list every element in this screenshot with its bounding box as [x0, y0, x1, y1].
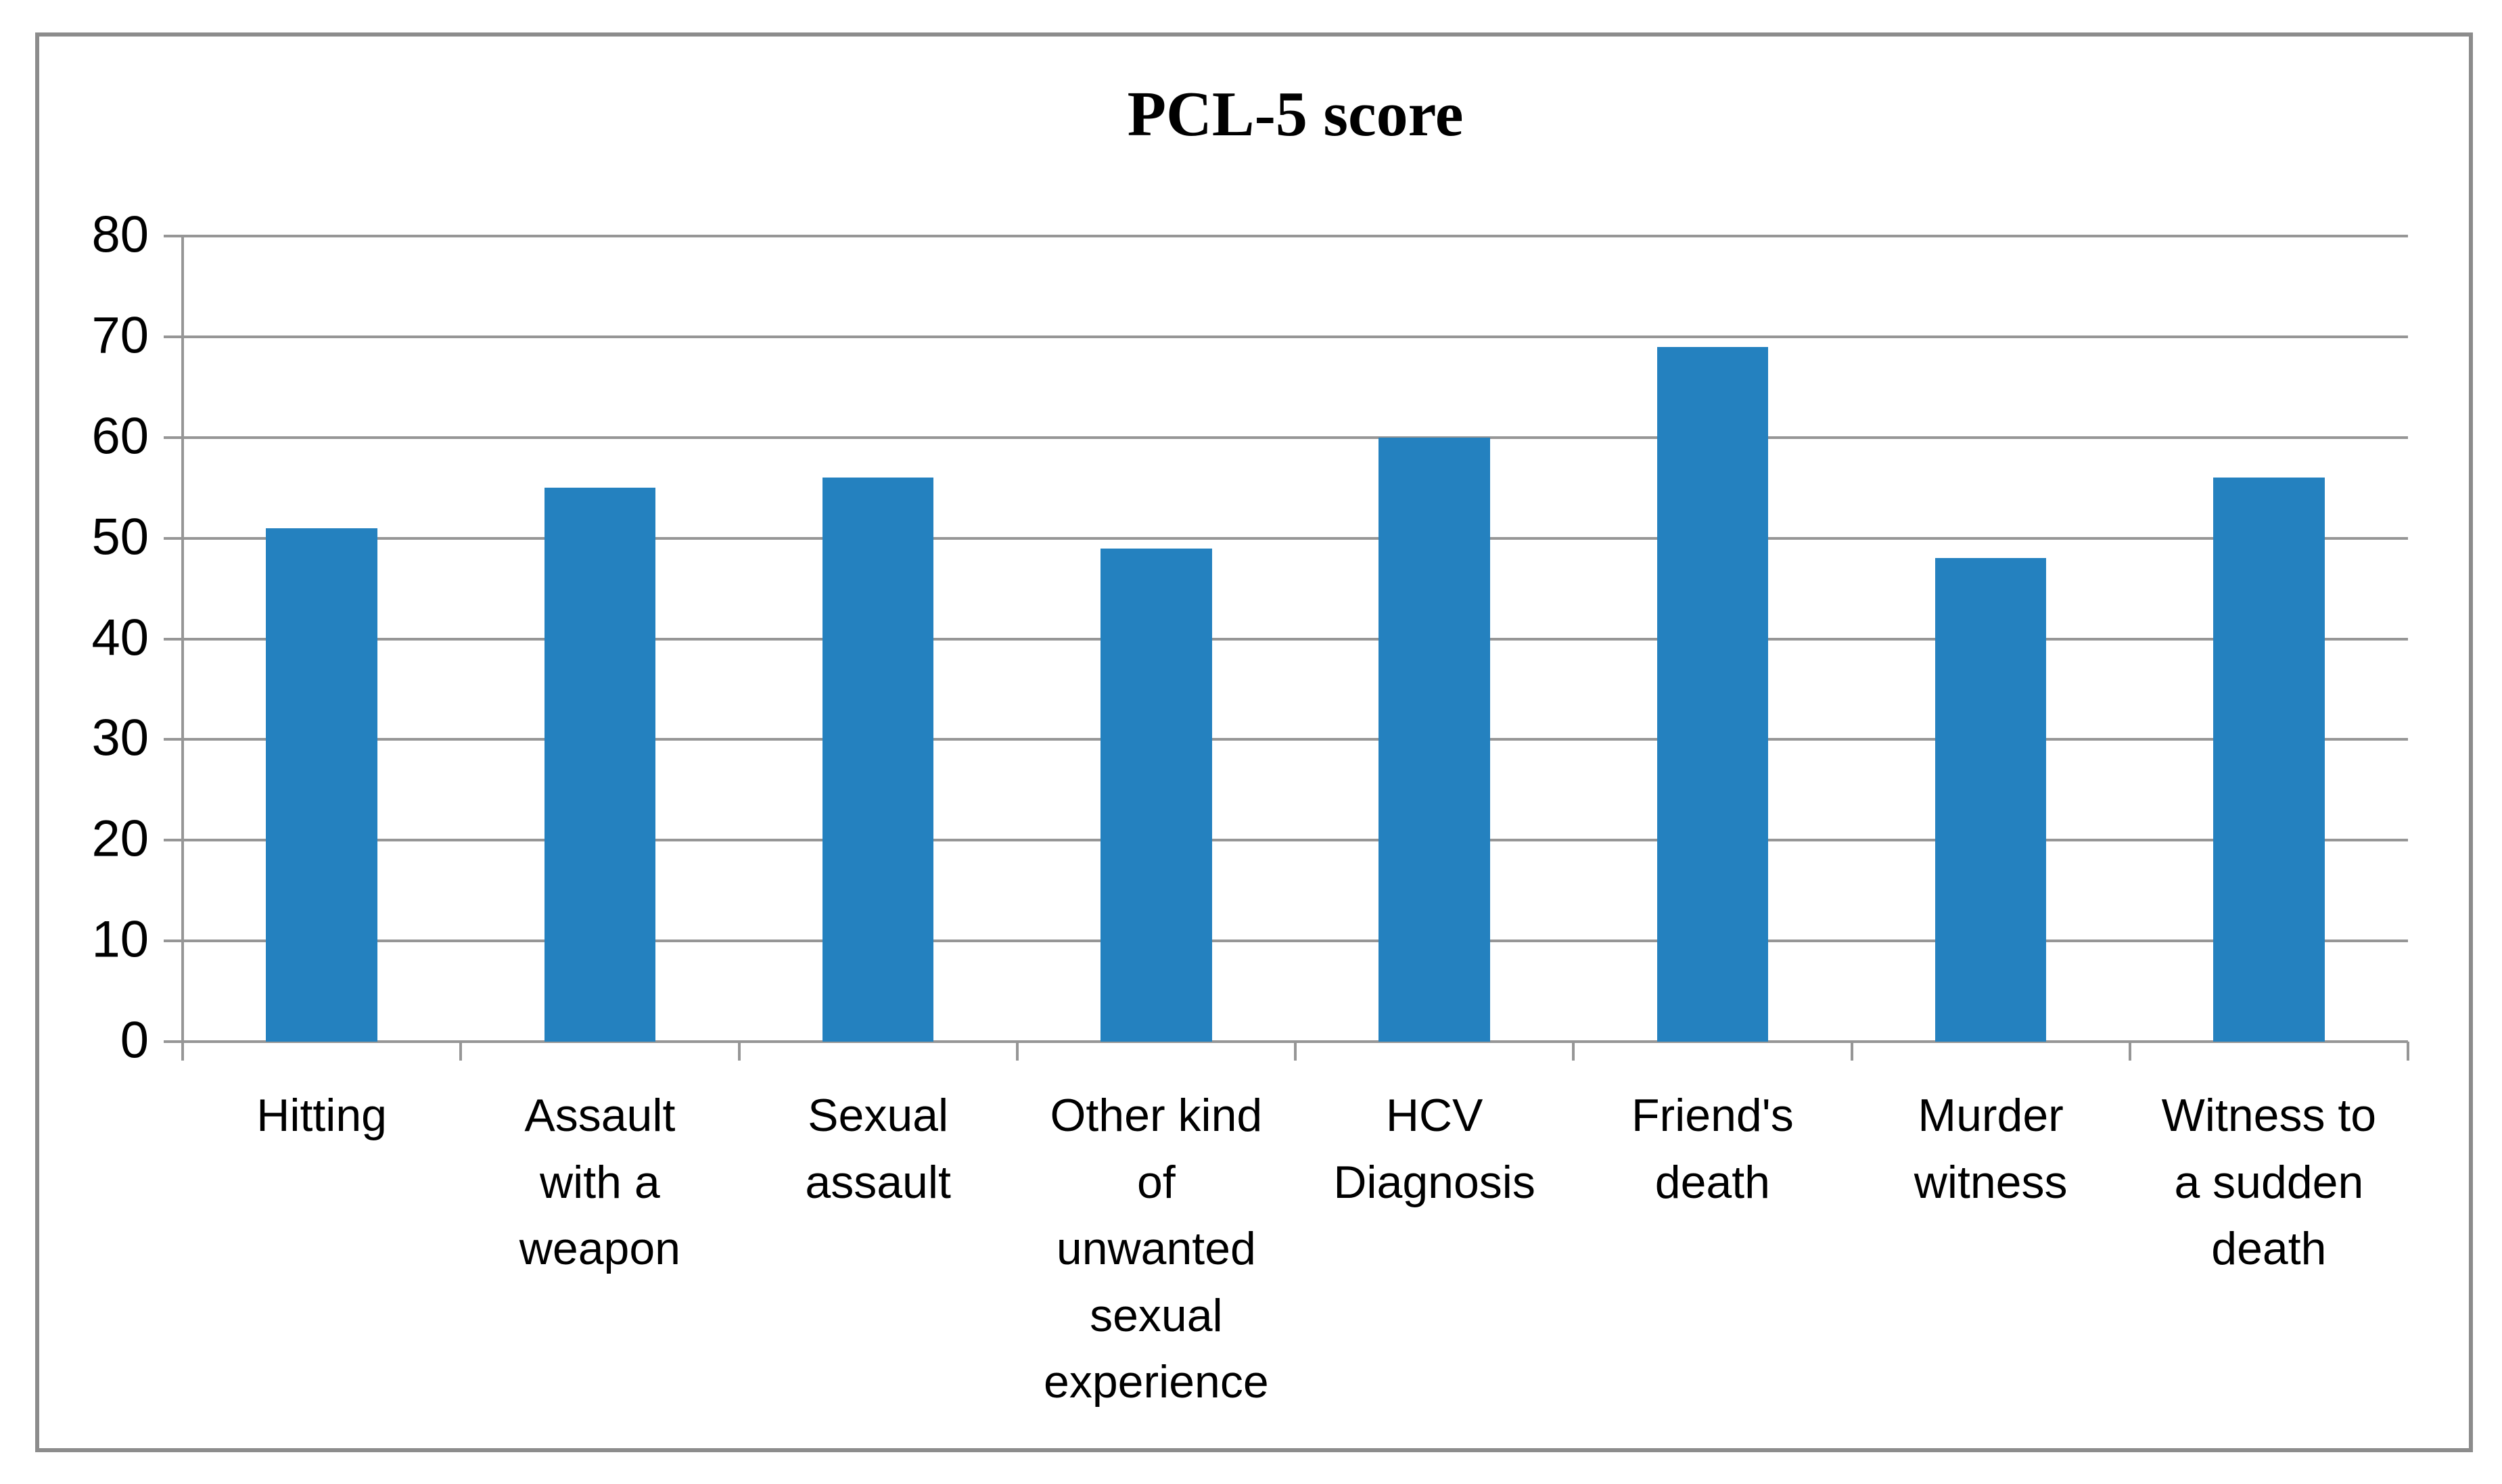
x-axis-category-label: Hitting — [256, 1090, 387, 1141]
x-axis-category-label: Sexual assault — [805, 1090, 951, 1208]
x-axis-tick — [1572, 1042, 1575, 1061]
gridline — [164, 436, 2408, 439]
x-axis-tick — [459, 1042, 463, 1061]
y-axis-tick-label: 0 — [120, 1011, 149, 1069]
gridline — [164, 235, 2408, 237]
y-axis-tick-label: 40 — [91, 608, 149, 666]
figure-border — [35, 32, 2473, 1452]
x-axis-category-label: Murder witness — [1914, 1090, 2068, 1208]
x-axis-tick — [1850, 1042, 1853, 1061]
gridline — [164, 637, 2408, 641]
y-axis-tick-label: 60 — [91, 407, 149, 465]
x-axis-tick — [181, 1042, 184, 1061]
y-axis-tick-label: 70 — [91, 306, 149, 365]
y-axis-tick-label: 20 — [91, 810, 149, 868]
x-axis-category-label: Other kind of unwanted sexual experience — [1044, 1090, 1269, 1408]
x-axis-tick — [1294, 1042, 1297, 1061]
x-axis-line — [164, 1040, 2408, 1043]
x-axis-tick — [1015, 1042, 1019, 1061]
x-axis-tick — [737, 1042, 741, 1061]
x-axis-category-label: Witness to a sudden death — [2161, 1090, 2377, 1275]
gridline — [164, 335, 2408, 338]
bar-hcv-diagnosis — [1379, 437, 1490, 1042]
x-axis-tick — [2407, 1042, 2409, 1061]
bar-assault-with-a-weapon — [544, 488, 656, 1042]
bar-friend-s-death — [1657, 346, 1769, 1042]
x-axis-category-label: Friend's death — [1631, 1090, 1794, 1208]
x-axis-category-label: Assault with a weapon — [519, 1090, 680, 1275]
y-axis-tick-label: 50 — [91, 508, 149, 566]
chart-title: PCL-5 score — [1127, 79, 1464, 149]
bar-sexual-assault — [822, 478, 934, 1042]
gridline — [164, 839, 2408, 842]
x-axis-category-label: HCV Diagnosis — [1333, 1090, 1535, 1208]
y-axis-tick-label: 80 — [91, 206, 149, 264]
gridline — [164, 738, 2408, 741]
y-axis-line — [181, 236, 184, 1061]
bar-witness-to-a-sudden-death — [2213, 478, 2325, 1042]
y-axis-tick-label: 30 — [91, 709, 149, 767]
gridline — [164, 536, 2408, 540]
y-axis-tick-label: 10 — [91, 910, 149, 969]
x-axis-tick — [2128, 1042, 2131, 1061]
bar-hitting — [266, 528, 377, 1042]
bar-murder-witness — [1935, 558, 2047, 1042]
bar-other-kind-of-unwanted-sexual-experience — [1101, 548, 1212, 1042]
gridline — [164, 940, 2408, 943]
